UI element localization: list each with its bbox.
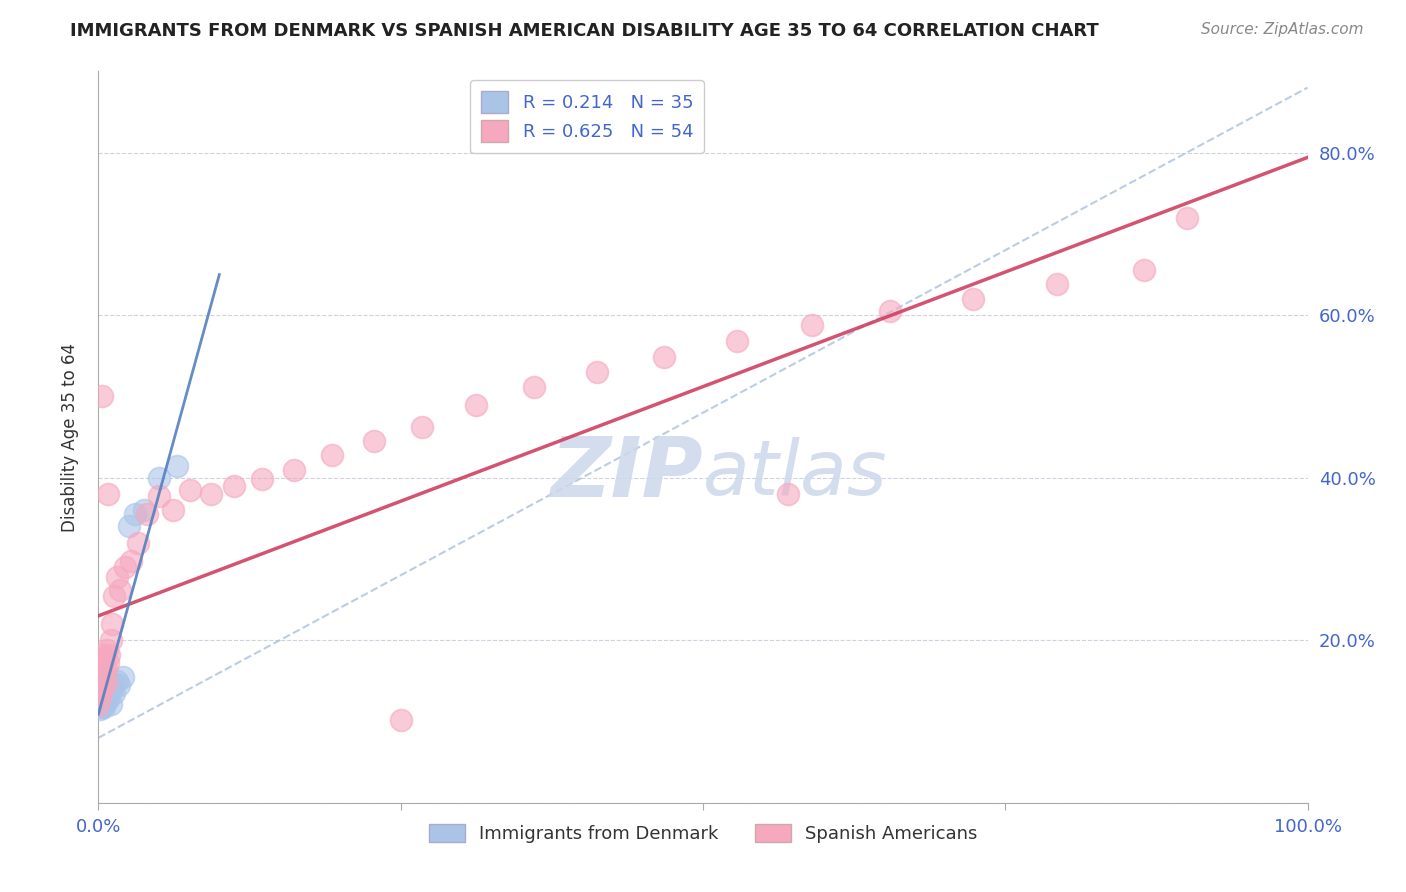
Point	[98, 683, 121, 698]
Point	[100, 617, 122, 632]
Point	[93, 699, 115, 714]
Point	[725, 334, 748, 348]
Point	[162, 503, 184, 517]
Point	[96, 686, 118, 700]
Point	[148, 471, 170, 485]
Point	[91, 683, 114, 698]
Point	[103, 589, 125, 603]
Point	[652, 351, 675, 365]
Point	[166, 458, 188, 473]
Point	[97, 656, 120, 670]
Point	[879, 304, 901, 318]
Point	[200, 487, 222, 501]
Point	[97, 691, 120, 706]
Point	[91, 648, 114, 662]
Point	[97, 678, 120, 692]
Point	[87, 678, 110, 692]
Point	[1175, 211, 1198, 225]
Text: atlas: atlas	[703, 437, 887, 510]
Legend: R = 0.214   N = 35, R = 0.625   N = 54: R = 0.214 N = 35, R = 0.625 N = 54	[470, 80, 704, 153]
Point	[90, 667, 112, 681]
Point	[89, 673, 111, 688]
Point	[94, 694, 117, 708]
Point	[148, 489, 170, 503]
Point	[105, 570, 128, 584]
Point	[127, 535, 149, 549]
Point	[87, 698, 110, 713]
Point	[114, 560, 136, 574]
Point	[87, 681, 110, 696]
Point	[103, 686, 125, 700]
Point	[97, 487, 120, 501]
Point	[134, 503, 156, 517]
Text: IMMIGRANTS FROM DENMARK VS SPANISH AMERICAN DISABILITY AGE 35 TO 64 CORRELATION : IMMIGRANTS FROM DENMARK VS SPANISH AMERI…	[70, 22, 1099, 40]
Point	[93, 678, 115, 692]
Point	[98, 648, 121, 662]
Point	[89, 690, 111, 705]
Point	[135, 508, 157, 522]
Point	[585, 365, 607, 379]
Point	[89, 670, 111, 684]
Point	[93, 665, 115, 680]
Point	[411, 420, 433, 434]
Point	[90, 683, 112, 698]
Point	[250, 472, 273, 486]
Point	[90, 675, 112, 690]
Point	[91, 699, 114, 714]
Point	[108, 678, 131, 692]
Point	[111, 670, 134, 684]
Point	[179, 483, 201, 497]
Point	[118, 519, 141, 533]
Text: Source: ZipAtlas.com: Source: ZipAtlas.com	[1201, 22, 1364, 37]
Point	[464, 398, 486, 412]
Point	[94, 662, 117, 676]
Point	[91, 662, 114, 676]
Point	[93, 689, 115, 703]
Point	[1133, 263, 1156, 277]
Point	[321, 448, 343, 462]
Point	[96, 673, 118, 687]
Point	[800, 318, 823, 332]
Point	[91, 681, 114, 695]
Point	[105, 673, 128, 688]
Text: ZIP: ZIP	[550, 434, 703, 514]
Point	[283, 462, 305, 476]
Point	[108, 582, 131, 597]
Point	[91, 673, 114, 688]
Point	[222, 479, 245, 493]
Point	[523, 380, 546, 394]
Point	[91, 657, 114, 672]
Point	[962, 292, 984, 306]
Point	[100, 697, 122, 711]
Point	[1046, 277, 1069, 292]
Point	[91, 670, 114, 684]
Point	[389, 713, 412, 727]
Point	[100, 681, 122, 696]
Point	[120, 553, 142, 567]
Point	[89, 659, 111, 673]
Point	[91, 673, 114, 687]
Point	[90, 698, 112, 713]
Point	[124, 508, 146, 522]
Point	[89, 702, 111, 716]
Point	[91, 389, 114, 403]
Point	[90, 686, 112, 700]
Y-axis label: Disability Age 35 to 64: Disability Age 35 to 64	[60, 343, 79, 532]
Point	[89, 694, 111, 708]
Point	[90, 654, 112, 668]
Point	[96, 643, 118, 657]
Point	[100, 633, 122, 648]
Point	[91, 691, 114, 706]
Point	[93, 651, 115, 665]
Point	[776, 487, 799, 501]
Point	[94, 675, 117, 690]
Point	[94, 681, 117, 695]
Point	[101, 675, 124, 690]
Point	[363, 434, 385, 449]
Point	[91, 678, 114, 692]
